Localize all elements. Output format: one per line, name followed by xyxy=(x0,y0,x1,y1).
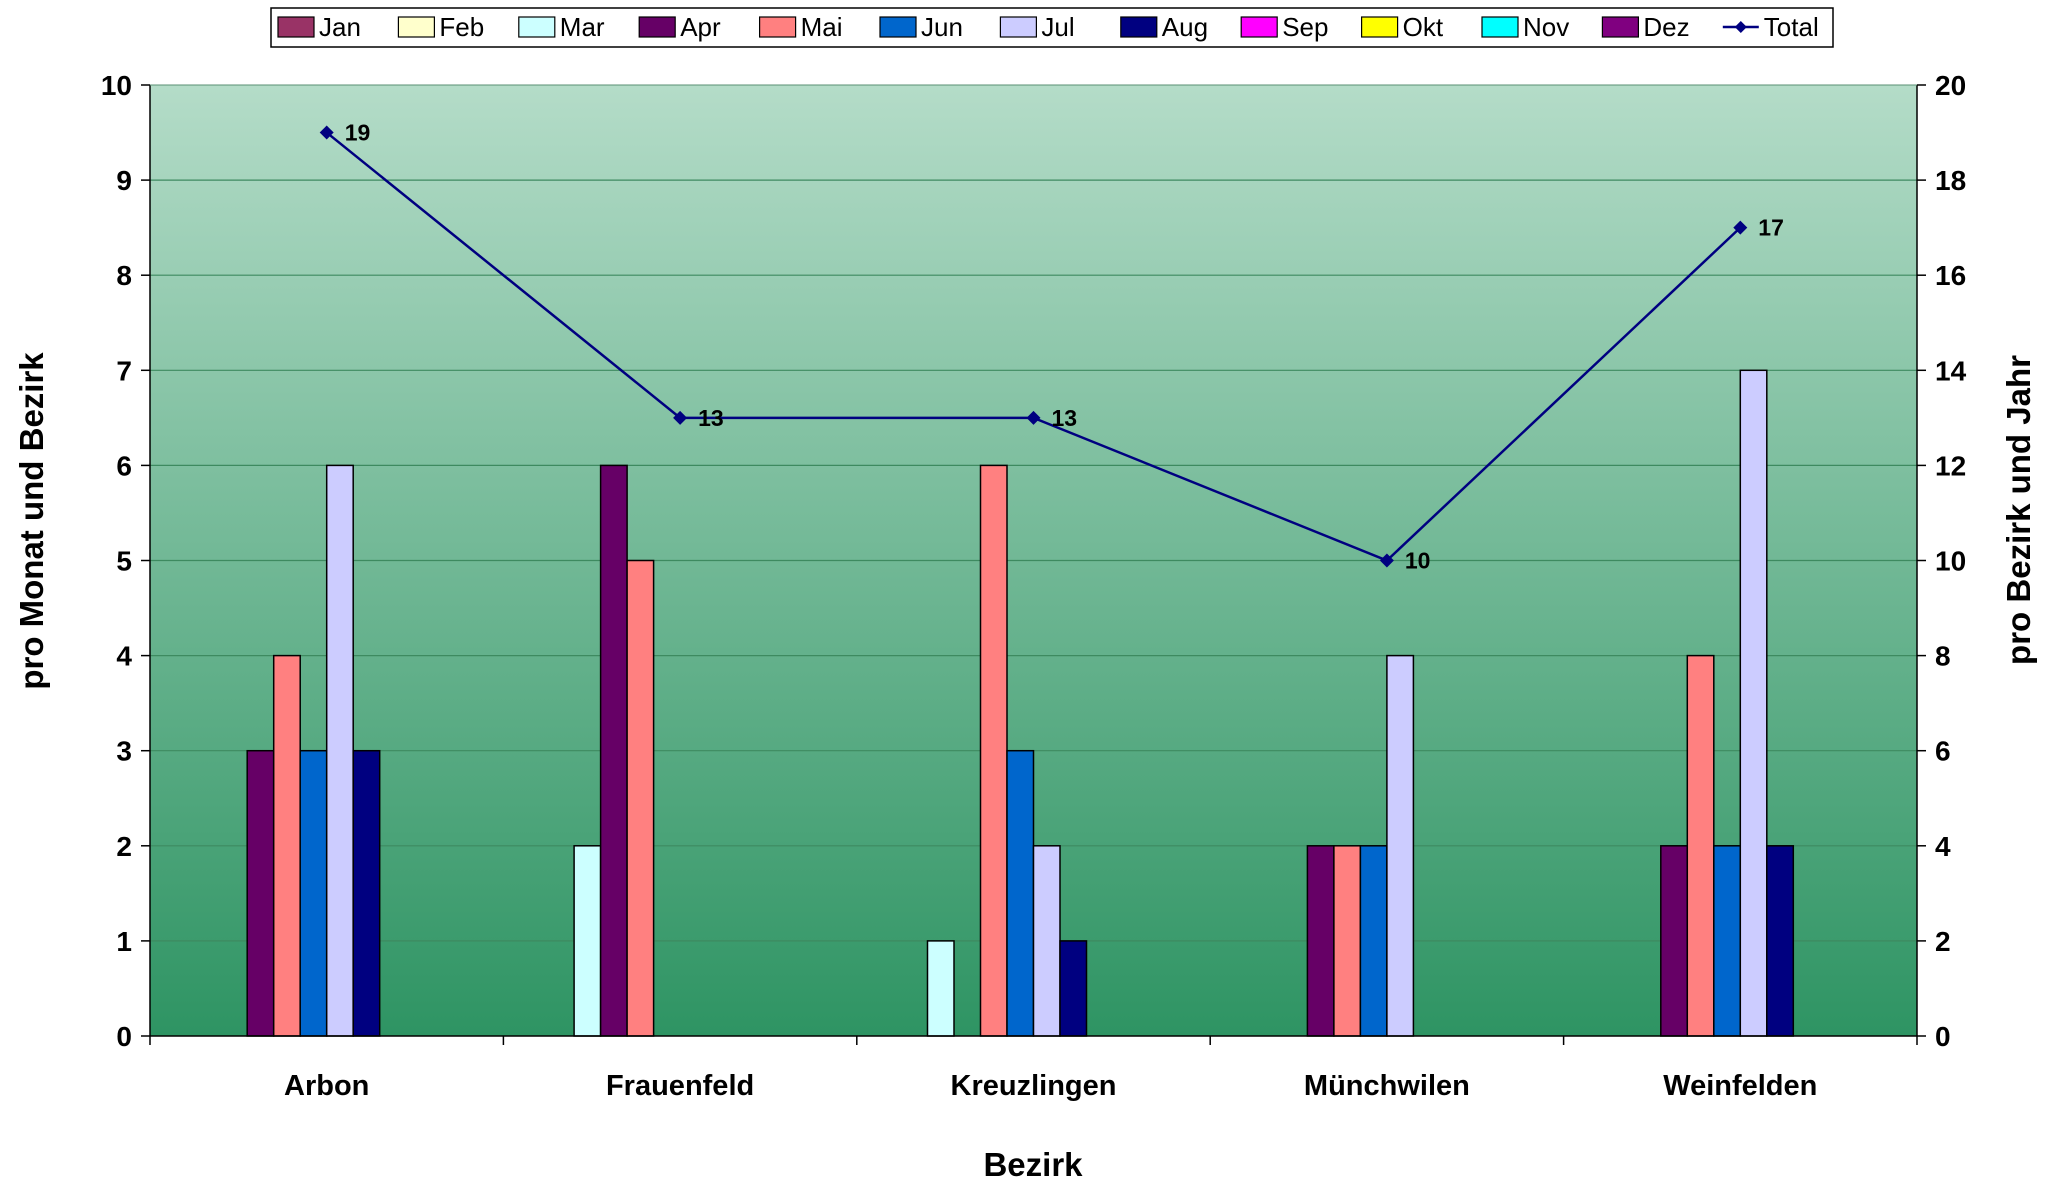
bar-apr xyxy=(1306,845,1335,1037)
y-tick-label: 6 xyxy=(116,450,132,481)
legend-swatch-jun xyxy=(879,16,917,38)
total-point xyxy=(1379,553,1394,568)
bar-mai xyxy=(1333,845,1362,1037)
bars xyxy=(246,369,1795,1037)
legend-label: Aug xyxy=(1162,12,1208,42)
legend-swatch-apr xyxy=(638,16,676,38)
y-tick-label: 9 xyxy=(116,165,132,196)
y-right-tick-label: 8 xyxy=(1935,641,1951,672)
x-category-label: Weinfelden xyxy=(1663,1070,1817,1102)
y-right-tick-label: 14 xyxy=(1935,355,1967,386)
bar-mai xyxy=(626,559,655,1037)
bar-mar xyxy=(926,940,955,1037)
bar-apr xyxy=(1660,845,1689,1037)
y-axis-title-left: pro Monat und Bezirk xyxy=(13,352,50,690)
y-tick-label: 1 xyxy=(116,926,132,957)
bar-apr xyxy=(246,749,275,1037)
bar-jul xyxy=(325,464,354,1037)
right-axis-ticks: 0 2 4 6 8 10 12 14 16 18 20 xyxy=(1917,70,1967,1052)
y-tick-label: 4 xyxy=(116,641,132,672)
bar-apr xyxy=(599,464,628,1037)
y-tick-label: 0 xyxy=(116,1021,132,1052)
legend-label: Feb xyxy=(439,12,484,42)
bar-jul xyxy=(1739,369,1768,1037)
legend-label: Okt xyxy=(1403,12,1444,42)
y-right-tick-label: 10 xyxy=(1935,546,1966,577)
y-tick-label: 10 xyxy=(101,70,132,101)
y-tick-label: 5 xyxy=(116,546,132,577)
total-point xyxy=(1026,410,1041,425)
bar-jun xyxy=(1713,845,1742,1037)
y-right-tick-label: 2 xyxy=(1935,926,1951,957)
bar-mai xyxy=(979,464,1008,1037)
legend-label: Jun xyxy=(921,12,963,42)
legend-swatch-jul xyxy=(999,16,1038,38)
y-right-tick-label: 6 xyxy=(1935,736,1951,767)
legend-swatch-okt xyxy=(1360,16,1399,38)
legend-swatch-mai xyxy=(758,16,797,38)
legend-swatch-feb xyxy=(397,16,435,38)
total-point xyxy=(319,125,334,140)
total-data-label: 10 xyxy=(1405,548,1431,574)
bar-aug xyxy=(1766,845,1795,1037)
legend-label: Dez xyxy=(1643,12,1689,42)
legend-label: Sep xyxy=(1282,12,1328,42)
legend-label: Mai xyxy=(801,12,843,42)
bar-aug xyxy=(352,749,381,1037)
x-category-label: Arbon xyxy=(284,1070,369,1102)
legend-swatch-dez xyxy=(1601,16,1640,38)
total-data-label: 13 xyxy=(698,405,724,431)
legend-label: Jan xyxy=(319,12,361,42)
legend-label: Mar xyxy=(560,12,605,42)
y-right-tick-label: 0 xyxy=(1935,1021,1951,1052)
bar-jul xyxy=(1386,654,1415,1037)
total-data-label: 19 xyxy=(345,120,371,146)
legend-swatch-jan xyxy=(277,16,315,38)
legend-marker-total xyxy=(1734,21,1747,33)
bar-mai xyxy=(1686,654,1715,1037)
total-data-label: 13 xyxy=(1052,405,1078,431)
y-tick-label: 8 xyxy=(116,260,132,291)
legend-label: Jul xyxy=(1041,12,1074,42)
legend-label: Total xyxy=(1764,12,1819,42)
y-right-tick-label: 16 xyxy=(1935,260,1966,291)
total-point xyxy=(1733,220,1748,235)
bar-jun xyxy=(1006,749,1035,1037)
legend-swatch-nov xyxy=(1481,16,1519,38)
bar-jun xyxy=(1359,845,1388,1037)
legend: Jan Feb Mar Apr Mai Jun Jul Aug Sep Okt Nov Dez Tota… xyxy=(270,7,1834,48)
bar-mai xyxy=(272,654,301,1037)
bar-mar xyxy=(573,845,602,1037)
legend-swatch-aug xyxy=(1120,16,1158,38)
x-axis-title: Bezirk xyxy=(983,1146,1083,1177)
category-labels: Arbon Frauenfeld Kreuzlingen Münchwilen Wein… xyxy=(284,1070,1817,1102)
x-category-label: Münchwilen xyxy=(1304,1070,1470,1102)
y-right-tick-label: 12 xyxy=(1935,450,1966,481)
legend-label: Apr xyxy=(680,12,721,42)
y-right-tick-label: 18 xyxy=(1935,165,1966,196)
x-category-label: Frauenfeld xyxy=(606,1070,754,1102)
left-axis-ticks: 0 1 2 3 4 5 6 7 8 9 10 xyxy=(101,70,150,1052)
total-data-label: 17 xyxy=(1758,215,1784,241)
total-point xyxy=(673,410,688,425)
y-tick-label: 3 xyxy=(116,736,132,767)
bar-aug xyxy=(1059,940,1088,1037)
legend-label: Nov xyxy=(1523,12,1569,42)
x-category-label: Kreuzlingen xyxy=(951,1070,1117,1102)
y-tick-label: 7 xyxy=(116,355,132,386)
y-tick-label: 2 xyxy=(116,831,132,862)
y-right-tick-label: 20 xyxy=(1935,70,1966,101)
y-axis-title-right: pro Bezirk und Jahr xyxy=(2000,355,2037,665)
y-right-tick-label: 4 xyxy=(1935,831,1951,862)
bar-jun xyxy=(299,749,328,1037)
bar-jul xyxy=(1032,845,1061,1037)
legend-swatch-sep xyxy=(1240,16,1278,38)
total-line: 19 13 13 10 17 xyxy=(319,120,1784,574)
legend-swatch-mar xyxy=(518,16,556,38)
